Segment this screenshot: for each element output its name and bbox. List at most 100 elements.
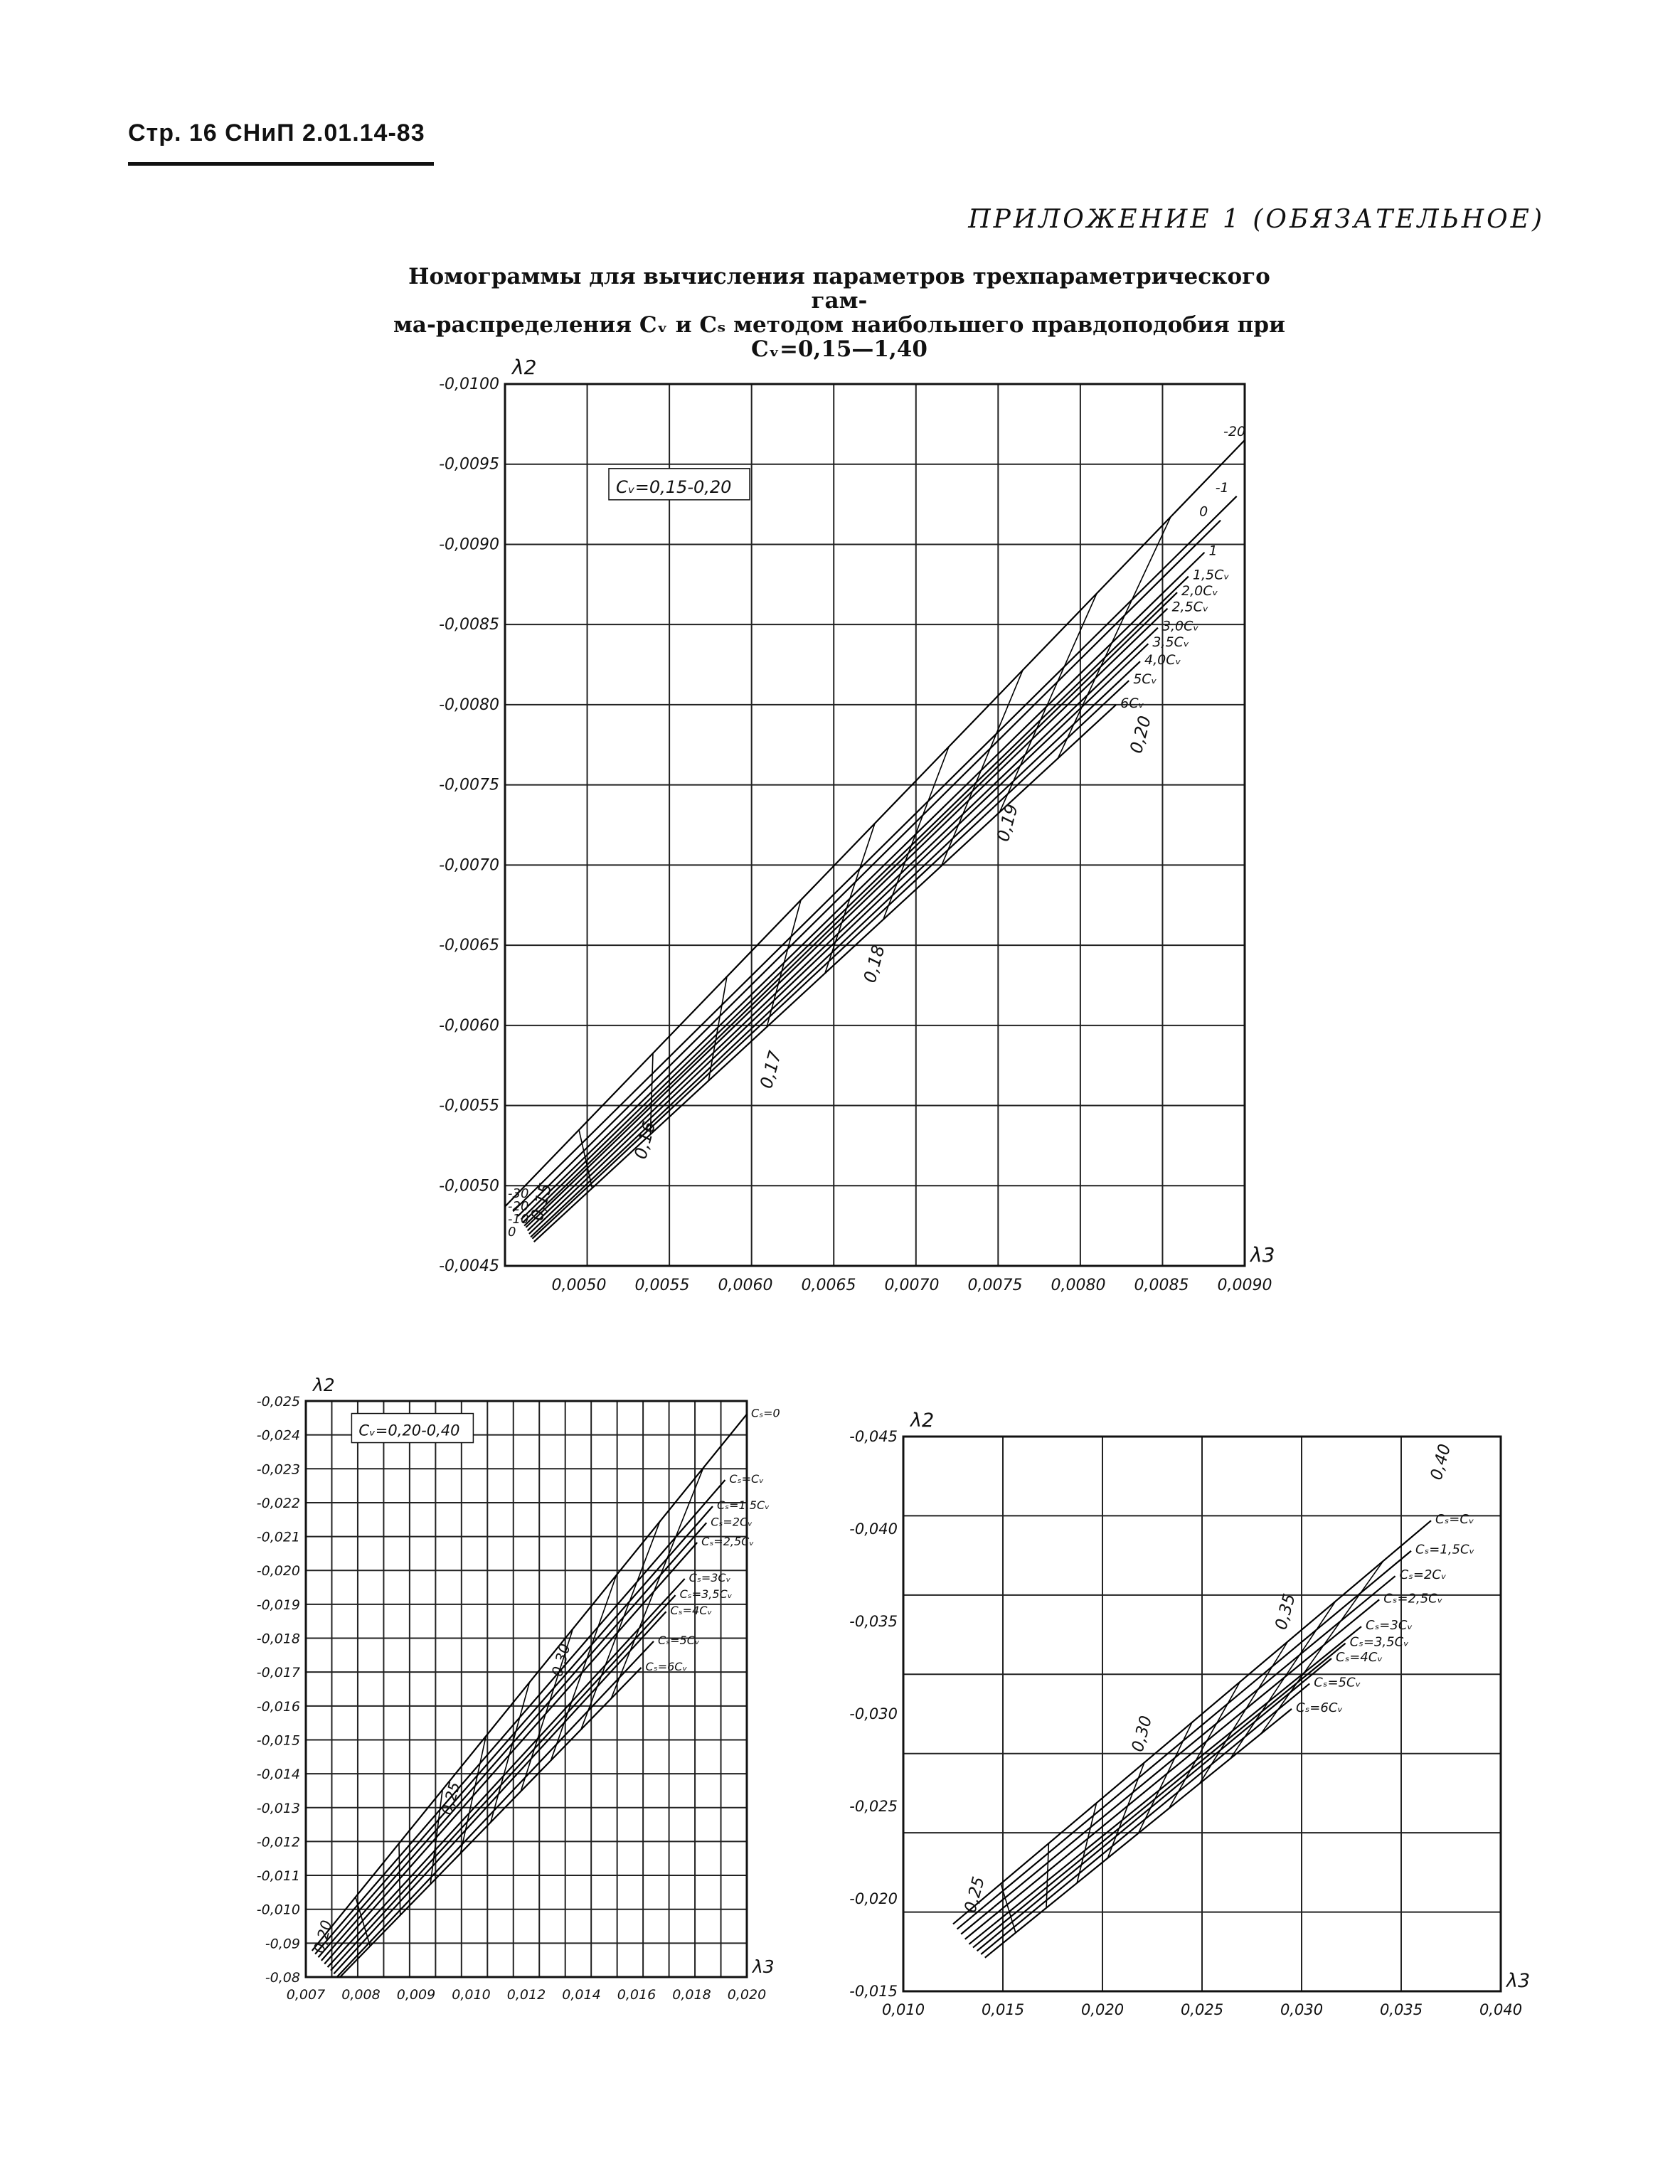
y-tick-label: -0,040 xyxy=(849,1520,898,1538)
y-tick-label: -0,0100 xyxy=(439,375,499,393)
cv-isoline xyxy=(610,1467,704,1699)
cs-label: 6Cᵥ xyxy=(1120,696,1144,711)
x-tick-label: 0,0080 xyxy=(1051,1277,1106,1294)
y-tick-label: -0,030 xyxy=(849,1705,898,1722)
x-tick-label: 0,0090 xyxy=(1218,1277,1272,1294)
y-tick-label: -0,020 xyxy=(849,1890,898,1907)
cv-isoline xyxy=(1137,1722,1193,1834)
y-tick-label: -0,022 xyxy=(257,1496,300,1511)
cs-label: Cₛ=3Cᵥ xyxy=(1366,1618,1413,1633)
y-tick-label: -0,019 xyxy=(257,1597,300,1613)
cs-label: 3,0Cᵥ xyxy=(1162,619,1198,634)
cs-label: Cₛ=3Cᵥ xyxy=(689,1571,731,1584)
cs-series-line xyxy=(531,680,1129,1240)
x-tick-label: 0,018 xyxy=(672,1987,711,2003)
cs-series-line xyxy=(526,627,1159,1232)
cv-label: 0,19 xyxy=(993,801,1022,843)
left-end-label: -30 xyxy=(508,1186,528,1201)
cs-series-line xyxy=(321,1522,708,1961)
cv-label: 0,20 xyxy=(1126,713,1155,755)
x-tick-label: 0,009 xyxy=(397,1987,435,2003)
cv-label: 0,30 xyxy=(548,1642,573,1678)
y-axis-label: λ2 xyxy=(312,1375,335,1395)
page-header: Стр. 16 СНиП 2.01.14-83 xyxy=(128,119,425,147)
cs-label: -1 xyxy=(1216,480,1229,496)
cs-series-line xyxy=(336,1641,654,1978)
left-end-label: 0 xyxy=(508,1225,516,1240)
y-tick-label: -0,0060 xyxy=(439,1017,499,1035)
cv-isoline xyxy=(1230,1601,1336,1759)
y-tick-label: -0,020 xyxy=(257,1563,300,1579)
y-tick-label: -0,045 xyxy=(849,1428,898,1445)
cv-label: 0,30 xyxy=(1129,1714,1156,1754)
nomogram-lower-left: -0,025 -0,024 -0,023 -0,022 -0,021 -0,020 -0,0… xyxy=(257,1375,780,2003)
cv-label: 0,16 xyxy=(630,1119,659,1161)
y-tick-label: -0,025 xyxy=(849,1798,898,1815)
cs-series-line xyxy=(326,1578,686,1968)
y-tick-label: -0,021 xyxy=(257,1530,300,1545)
cs-label: Cₛ=2Cᵥ xyxy=(1400,1567,1447,1582)
x-tick-label: 0,010 xyxy=(452,1987,490,2003)
cs-label: 1 xyxy=(1208,543,1217,559)
cs-series-line xyxy=(520,551,1206,1220)
y-tick-label: -0,015 xyxy=(257,1732,300,1748)
y-tick-label: -0,024 xyxy=(257,1428,300,1444)
cs-series-line xyxy=(976,1658,1332,1952)
cs-series-line xyxy=(530,661,1141,1238)
cs-series-line xyxy=(528,643,1149,1235)
cv-isoline xyxy=(708,976,728,1081)
y-tick-label: -0,025 xyxy=(257,1394,300,1410)
cs-series-line xyxy=(517,519,1221,1217)
y-tick-label: -0,015 xyxy=(849,1983,898,2000)
cs-label: Cₛ=5Cᵥ xyxy=(1314,1675,1361,1690)
y-axis-label: λ2 xyxy=(511,356,536,379)
cs-series-line xyxy=(522,575,1189,1223)
cs-series-line xyxy=(330,1594,676,1971)
cs-series-line xyxy=(504,440,1245,1208)
cs-series-line xyxy=(324,1542,698,1965)
x-tick-label: 0,030 xyxy=(1280,2001,1323,2018)
cs-series-line xyxy=(512,496,1238,1213)
x-tick-label: 0,014 xyxy=(562,1987,600,2003)
cs-label: Cₛ=1,5Cᵥ xyxy=(717,1498,770,1512)
x-tick-label: 0,0065 xyxy=(802,1277,856,1294)
x-axis-label: λ3 xyxy=(1505,1970,1530,1992)
y-tick-label: -0,023 xyxy=(257,1461,300,1477)
nomogram-main: -0,0100 -0,0095 -0,0090 -0,0085 -0,0080 -0,00… xyxy=(439,356,1275,1294)
cs-label: Cₛ=5Cᵥ xyxy=(658,1634,700,1647)
x-axis-label: λ3 xyxy=(751,1956,775,1977)
cs-series-line xyxy=(523,592,1178,1227)
cv-isoline xyxy=(355,1897,371,1946)
cv-isoline xyxy=(999,593,1097,813)
y-tick-label: -0,0075 xyxy=(439,777,499,794)
cv-isoline xyxy=(578,1129,593,1188)
cv-label: 0,40 xyxy=(1428,1442,1455,1482)
cv-isoline xyxy=(520,1629,574,1792)
y-tick-label: -0,08 xyxy=(265,1970,300,1986)
cv-label: 0,18 xyxy=(860,943,889,985)
cs-label: Cₛ=2Cᵥ xyxy=(711,1515,753,1528)
cv-isoline xyxy=(1076,1803,1097,1883)
cv-isoline xyxy=(824,823,876,974)
cv-range-note: Cᵥ=0,20-0,40 xyxy=(358,1422,459,1439)
title-line-1: Номограммы для вычисления параметров тре… xyxy=(408,264,1270,314)
y-tick-label: -0,012 xyxy=(257,1834,300,1850)
x-tick-label: 0,0070 xyxy=(885,1277,940,1294)
cv-isoline xyxy=(459,1736,487,1854)
cv-isoline xyxy=(766,900,802,1028)
cs-label: Cₛ=6Cᵥ xyxy=(646,1660,688,1673)
cv-isoline xyxy=(1168,1681,1240,1809)
cv-isoline xyxy=(430,1789,443,1885)
cv-isoline xyxy=(1260,1560,1384,1735)
cs-series-line xyxy=(964,1599,1380,1940)
cv-isoline xyxy=(580,1521,661,1730)
y-tick-label: -0,013 xyxy=(257,1801,300,1816)
cv-isoline xyxy=(550,1575,617,1761)
cv-label: 0,17 xyxy=(756,1048,785,1091)
y-tick-label: -0,017 xyxy=(257,1665,300,1680)
y-tick-label: -0,0050 xyxy=(439,1177,499,1195)
cs-label: Cₛ=Cᵥ xyxy=(1435,1512,1474,1527)
x-tick-label: 0,008 xyxy=(341,1987,380,2003)
x-tick-label: 0,0055 xyxy=(635,1277,690,1294)
page-title: Номограммы для вычисления параметров тре… xyxy=(384,265,1294,361)
